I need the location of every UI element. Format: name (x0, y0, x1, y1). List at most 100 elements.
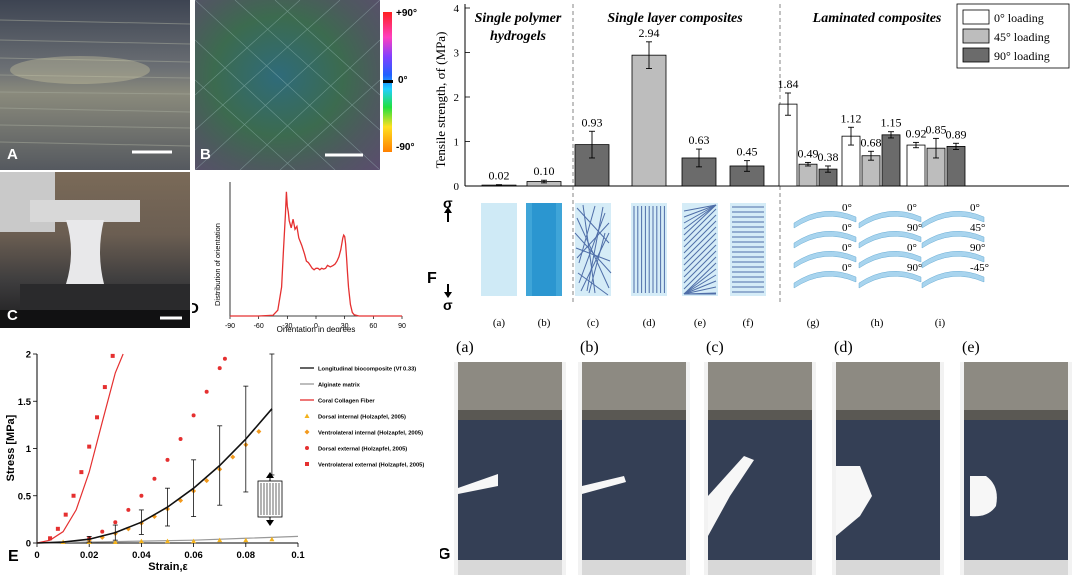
bar-value-label: 0.93 (582, 115, 603, 129)
fiber-line (683, 268, 717, 295)
x-tick-label: 0.08 (237, 550, 256, 561)
specimen-inset-icon (257, 472, 283, 526)
category-label: (d) (643, 317, 656, 329)
legend-label: Dorsal external (Holzapfel, 2005) (318, 447, 407, 453)
group-title: Laminated composites (812, 11, 942, 26)
lower-grip (582, 560, 686, 575)
legend-swatch (962, 9, 990, 25)
panel-label-a: A (7, 146, 18, 163)
legend-label: Alginate matrix (318, 383, 361, 389)
fiber-line (683, 204, 717, 236)
y-ticks: 0 1 2 3 4 (454, 3, 470, 193)
x-tick-label: 0 (314, 323, 318, 330)
fracture-notch (582, 476, 626, 494)
dorsal-external-point (113, 520, 118, 525)
dorsal-external-point (222, 356, 227, 361)
group-title: Single layer composites (607, 11, 743, 26)
legend-label: Ventrolateral external (Holzapfel, 2005) (318, 463, 424, 469)
y-tick-label: 0 (26, 539, 31, 550)
fracture-notch (458, 474, 498, 494)
colorbar-bottom-label: -90° (396, 142, 415, 153)
panel-f-chart: Tensile strength, σf (MPa) 0 1 2 3 4 Single … (425, 0, 1072, 332)
laminate-layer (921, 251, 985, 269)
stress-arrowhead (444, 207, 452, 213)
fiber-lines (633, 206, 665, 293)
legend-swatch (304, 413, 310, 418)
bar-value-label: 0.10 (534, 164, 555, 178)
bar-value-label: 0.89 (946, 127, 967, 141)
category-label: (c) (587, 317, 600, 329)
fiber-line (683, 244, 717, 278)
upper-grip-edge (582, 410, 686, 420)
legend-label: 90° loading (994, 49, 1050, 63)
photo-label: (c) (706, 339, 724, 356)
layer-angle-label: 0° (907, 242, 917, 254)
upper-grip (582, 362, 686, 410)
x-ticks: -90 -60 -30 0 30 60 90 (225, 316, 406, 330)
x-tick-label: 0.1 (291, 550, 305, 561)
upper-grip (458, 362, 562, 410)
bar (798, 163, 818, 187)
dorsal-internal-point (112, 539, 118, 545)
group-title: Single polymer (475, 11, 562, 26)
fiber-lines (732, 206, 764, 293)
laminate-layer (921, 271, 985, 289)
orientation-distribution-chart: Distribution of orientation Orientation … (213, 182, 406, 332)
lower-grip (836, 560, 940, 575)
fiber-lines (574, 204, 612, 296)
dorsal-internal-point (269, 536, 275, 542)
fiber-line (683, 238, 717, 272)
panel-label-c: C (7, 307, 18, 324)
upper-grip-edge (964, 410, 1068, 420)
panel-c-photo: C (0, 172, 190, 328)
category-label: (e) (694, 317, 707, 329)
bar (881, 134, 901, 187)
ventrolateral-internal-point (256, 428, 262, 434)
bar (778, 103, 798, 187)
dorsal-external-point (152, 476, 157, 481)
dorsal-internal-point (165, 538, 170, 544)
fiber-line (683, 250, 717, 284)
legend-swatch (305, 446, 309, 450)
ventrolateral-internal-point (151, 514, 157, 520)
fiber-line (683, 280, 717, 295)
layer-angle-label: 90° (970, 242, 985, 254)
legend-swatch (304, 429, 310, 435)
fiber-line (683, 204, 717, 218)
layer-angle-label: 0° (842, 202, 852, 214)
hydrogel-specimen-a (481, 203, 517, 296)
panel-label-g: G (440, 546, 451, 563)
x-tick-label: 0 (34, 550, 39, 561)
legend-label: 0° loading (994, 11, 1044, 25)
ventrolateral-external-point (48, 536, 53, 541)
layer-angle-label: -45° (970, 262, 989, 274)
stress-strain-chart: Stress [MPa] Strain,ε 0 0.02 0.04 0.06 0.08 0… (5, 350, 424, 574)
fiber-line (683, 226, 717, 260)
specimen (582, 420, 686, 560)
dorsal-external-point (204, 389, 209, 394)
fiber-line (683, 232, 717, 266)
bar (946, 145, 966, 187)
composite-specimen (730, 203, 766, 296)
colorbar-zero-tick (383, 80, 393, 83)
sigma-bottom-label: σ (443, 297, 453, 313)
y-tick-label: 1 (26, 444, 32, 455)
panel-label-f: F (427, 270, 437, 287)
y-tick-label: 3 (454, 48, 460, 60)
dorsal-external-point (165, 457, 170, 462)
bar-value-label: 0.02 (489, 169, 510, 183)
group-titles: Single polymer hydrogels Single layer comp… (475, 11, 942, 44)
legend-swatch (962, 47, 990, 63)
hydrogel-specimen-b-core (532, 203, 556, 296)
fiber-line (683, 204, 717, 224)
bar-value-label: 0.92 (906, 126, 927, 140)
panel-label-d: D (192, 300, 199, 317)
lower-grip (458, 560, 562, 575)
bar-value-label: 0.63 (689, 133, 710, 147)
dorsal-external-point (178, 437, 183, 442)
y-tick-label: 2 (26, 350, 31, 361)
photo-label: (d) (834, 339, 853, 356)
axis-ticks: 0 0.02 0.04 0.06 0.08 0.1 0 0.5 1 1.5 2 (18, 350, 306, 562)
fiber-line (683, 262, 717, 295)
orientation-colorbar: +90° 0° -90° (383, 8, 430, 158)
